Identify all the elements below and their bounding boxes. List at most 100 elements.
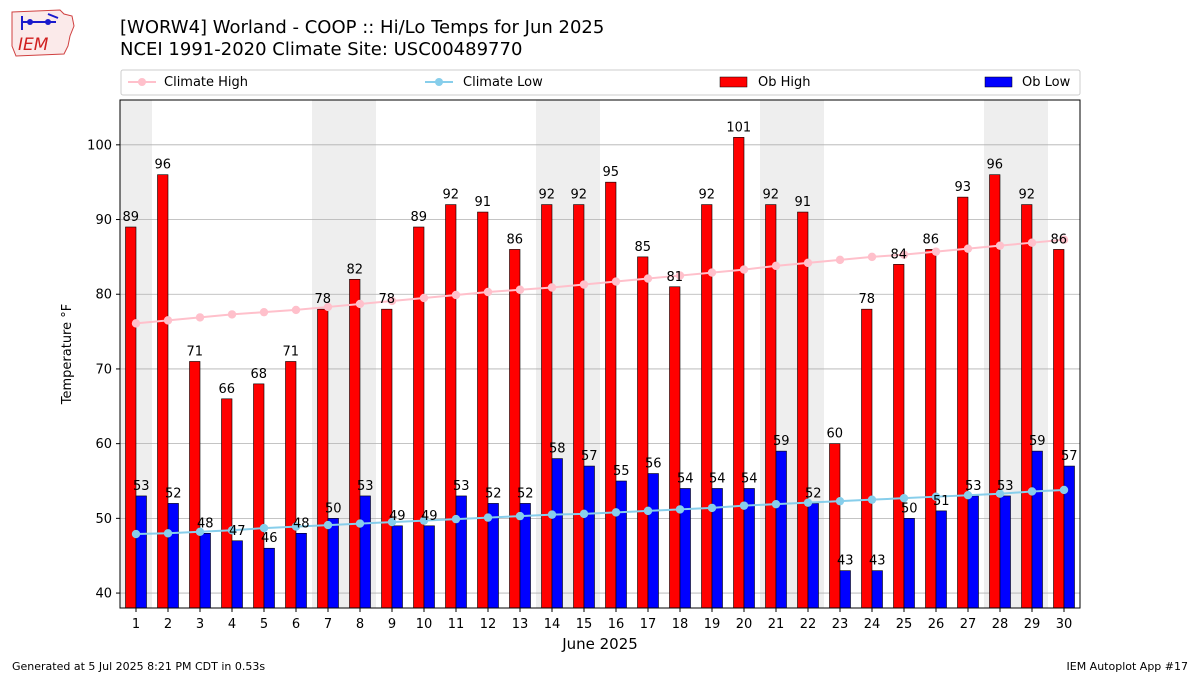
label-ob-high: 96 — [986, 158, 1003, 173]
label-ob-high: 89 — [122, 210, 139, 225]
climate-low-point — [195, 527, 205, 536]
label-ob-low: 59 — [773, 434, 790, 449]
legend-ob-low-swatch — [984, 76, 1013, 88]
label-ob-high: 71 — [282, 344, 299, 359]
climate-low-point — [259, 523, 269, 533]
label-ob-high: 91 — [474, 195, 491, 210]
x-tick-label: 21 — [768, 617, 785, 632]
bar-ob-high — [1021, 204, 1033, 609]
label-ob-low: 48 — [293, 516, 310, 531]
climate-high-point — [547, 283, 557, 292]
bar-ob-low — [327, 518, 339, 609]
chart-subtitle: NCEI 1991-2020 Climate Site: USC00489770 — [120, 39, 523, 60]
bar-ob-low — [551, 458, 563, 609]
climate-low-point — [835, 496, 845, 506]
label-ob-high: 93 — [954, 180, 971, 195]
x-tick-label: 17 — [640, 617, 657, 632]
label-ob-high: 86 — [922, 232, 939, 247]
climate-high-point — [963, 244, 973, 253]
bar-ob-low — [839, 570, 851, 609]
label-ob-low: 55 — [613, 464, 630, 479]
legend: Climate High Climate Low Ob High Ob Low — [120, 69, 1081, 96]
label-ob-low: 53 — [997, 479, 1014, 494]
climate-high-point — [675, 271, 685, 280]
climate-high-point — [611, 277, 621, 286]
label-ob-low: 49 — [421, 509, 438, 524]
bar-ob-low — [199, 532, 211, 609]
x-tick-label: 10 — [416, 617, 433, 632]
label-ob-high: 78 — [858, 292, 875, 307]
bar-ob-low — [935, 510, 947, 609]
bar-ob-high — [925, 249, 937, 609]
climate-low-point — [291, 522, 301, 531]
climate-low-point — [963, 490, 973, 500]
x-tick-label: 13 — [512, 617, 529, 632]
label-ob-low: 51 — [933, 494, 950, 509]
label-ob-high: 86 — [506, 232, 523, 247]
label-ob-low: 52 — [805, 486, 822, 501]
y-axis-label: Temperature °F — [60, 304, 75, 405]
x-tick-label: 2 — [164, 617, 172, 632]
label-ob-high: 95 — [602, 165, 619, 180]
bar-ob-high — [989, 174, 1001, 609]
climate-high-point — [739, 265, 749, 274]
climate-high-point — [259, 307, 269, 317]
label-ob-low: 52 — [165, 486, 182, 501]
label-ob-low: 53 — [357, 479, 374, 494]
x-tick-label: 20 — [736, 617, 753, 632]
climate-low-point — [515, 511, 525, 521]
bar-ob-low — [295, 532, 307, 609]
climate-low-point — [323, 520, 333, 530]
climate-low-point — [483, 513, 493, 522]
label-ob-high: 89 — [410, 210, 427, 225]
climate-low-point — [387, 517, 397, 527]
bar-ob-high — [381, 308, 393, 609]
bar-ob-low — [231, 540, 243, 609]
climate-low-point — [931, 492, 941, 501]
footer-app: IEM Autoplot App #17 — [1066, 660, 1189, 673]
x-tick-label: 23 — [832, 617, 849, 632]
label-ob-low: 54 — [741, 471, 758, 486]
label-ob-high: 92 — [698, 188, 715, 203]
climate-high-point — [387, 296, 397, 306]
bar-ob-high — [893, 264, 905, 609]
x-tick-label: 12 — [480, 617, 497, 632]
label-ob-low: 47 — [229, 524, 246, 539]
y-tick-label: 40 — [95, 587, 112, 602]
label-ob-low: 43 — [837, 554, 854, 569]
y-tick-label: 100 — [87, 138, 112, 153]
climate-high-point — [931, 247, 941, 256]
bar-ob-high — [541, 204, 553, 609]
bar-ob-low — [391, 525, 403, 609]
bar-ob-high — [189, 361, 201, 609]
bar-ob-high — [733, 137, 745, 609]
x-tick-label: 1 — [132, 617, 140, 632]
climate-high-point — [131, 319, 141, 328]
label-ob-high: 92 — [442, 188, 459, 203]
x-tick-label: 15 — [576, 617, 593, 632]
climate-high-point — [163, 316, 173, 325]
label-ob-high: 82 — [346, 262, 363, 277]
bar-ob-high — [573, 204, 585, 609]
climate-high-point — [835, 255, 845, 265]
legend-climate-low: Climate Low — [463, 75, 543, 90]
label-ob-high: 85 — [634, 240, 651, 255]
label-ob-high: 60 — [826, 427, 843, 442]
bar-ob-high — [285, 361, 297, 609]
bar-ob-low — [167, 503, 179, 609]
bar-ob-low — [1031, 450, 1043, 609]
legend-climate-high-marker — [138, 78, 146, 86]
y-tick-label: 90 — [95, 213, 112, 228]
label-ob-low: 49 — [389, 509, 406, 524]
label-ob-low: 57 — [581, 449, 598, 464]
bar-ob-high — [829, 443, 841, 609]
climate-high-point — [227, 310, 237, 319]
x-tick-label: 29 — [1024, 617, 1041, 632]
bar-ob-high — [509, 249, 521, 609]
climate-high-point — [707, 268, 717, 277]
climate-high-point — [515, 285, 525, 294]
label-ob-low: 52 — [517, 486, 534, 501]
label-ob-high: 66 — [218, 382, 235, 397]
label-ob-low: 53 — [453, 479, 470, 494]
